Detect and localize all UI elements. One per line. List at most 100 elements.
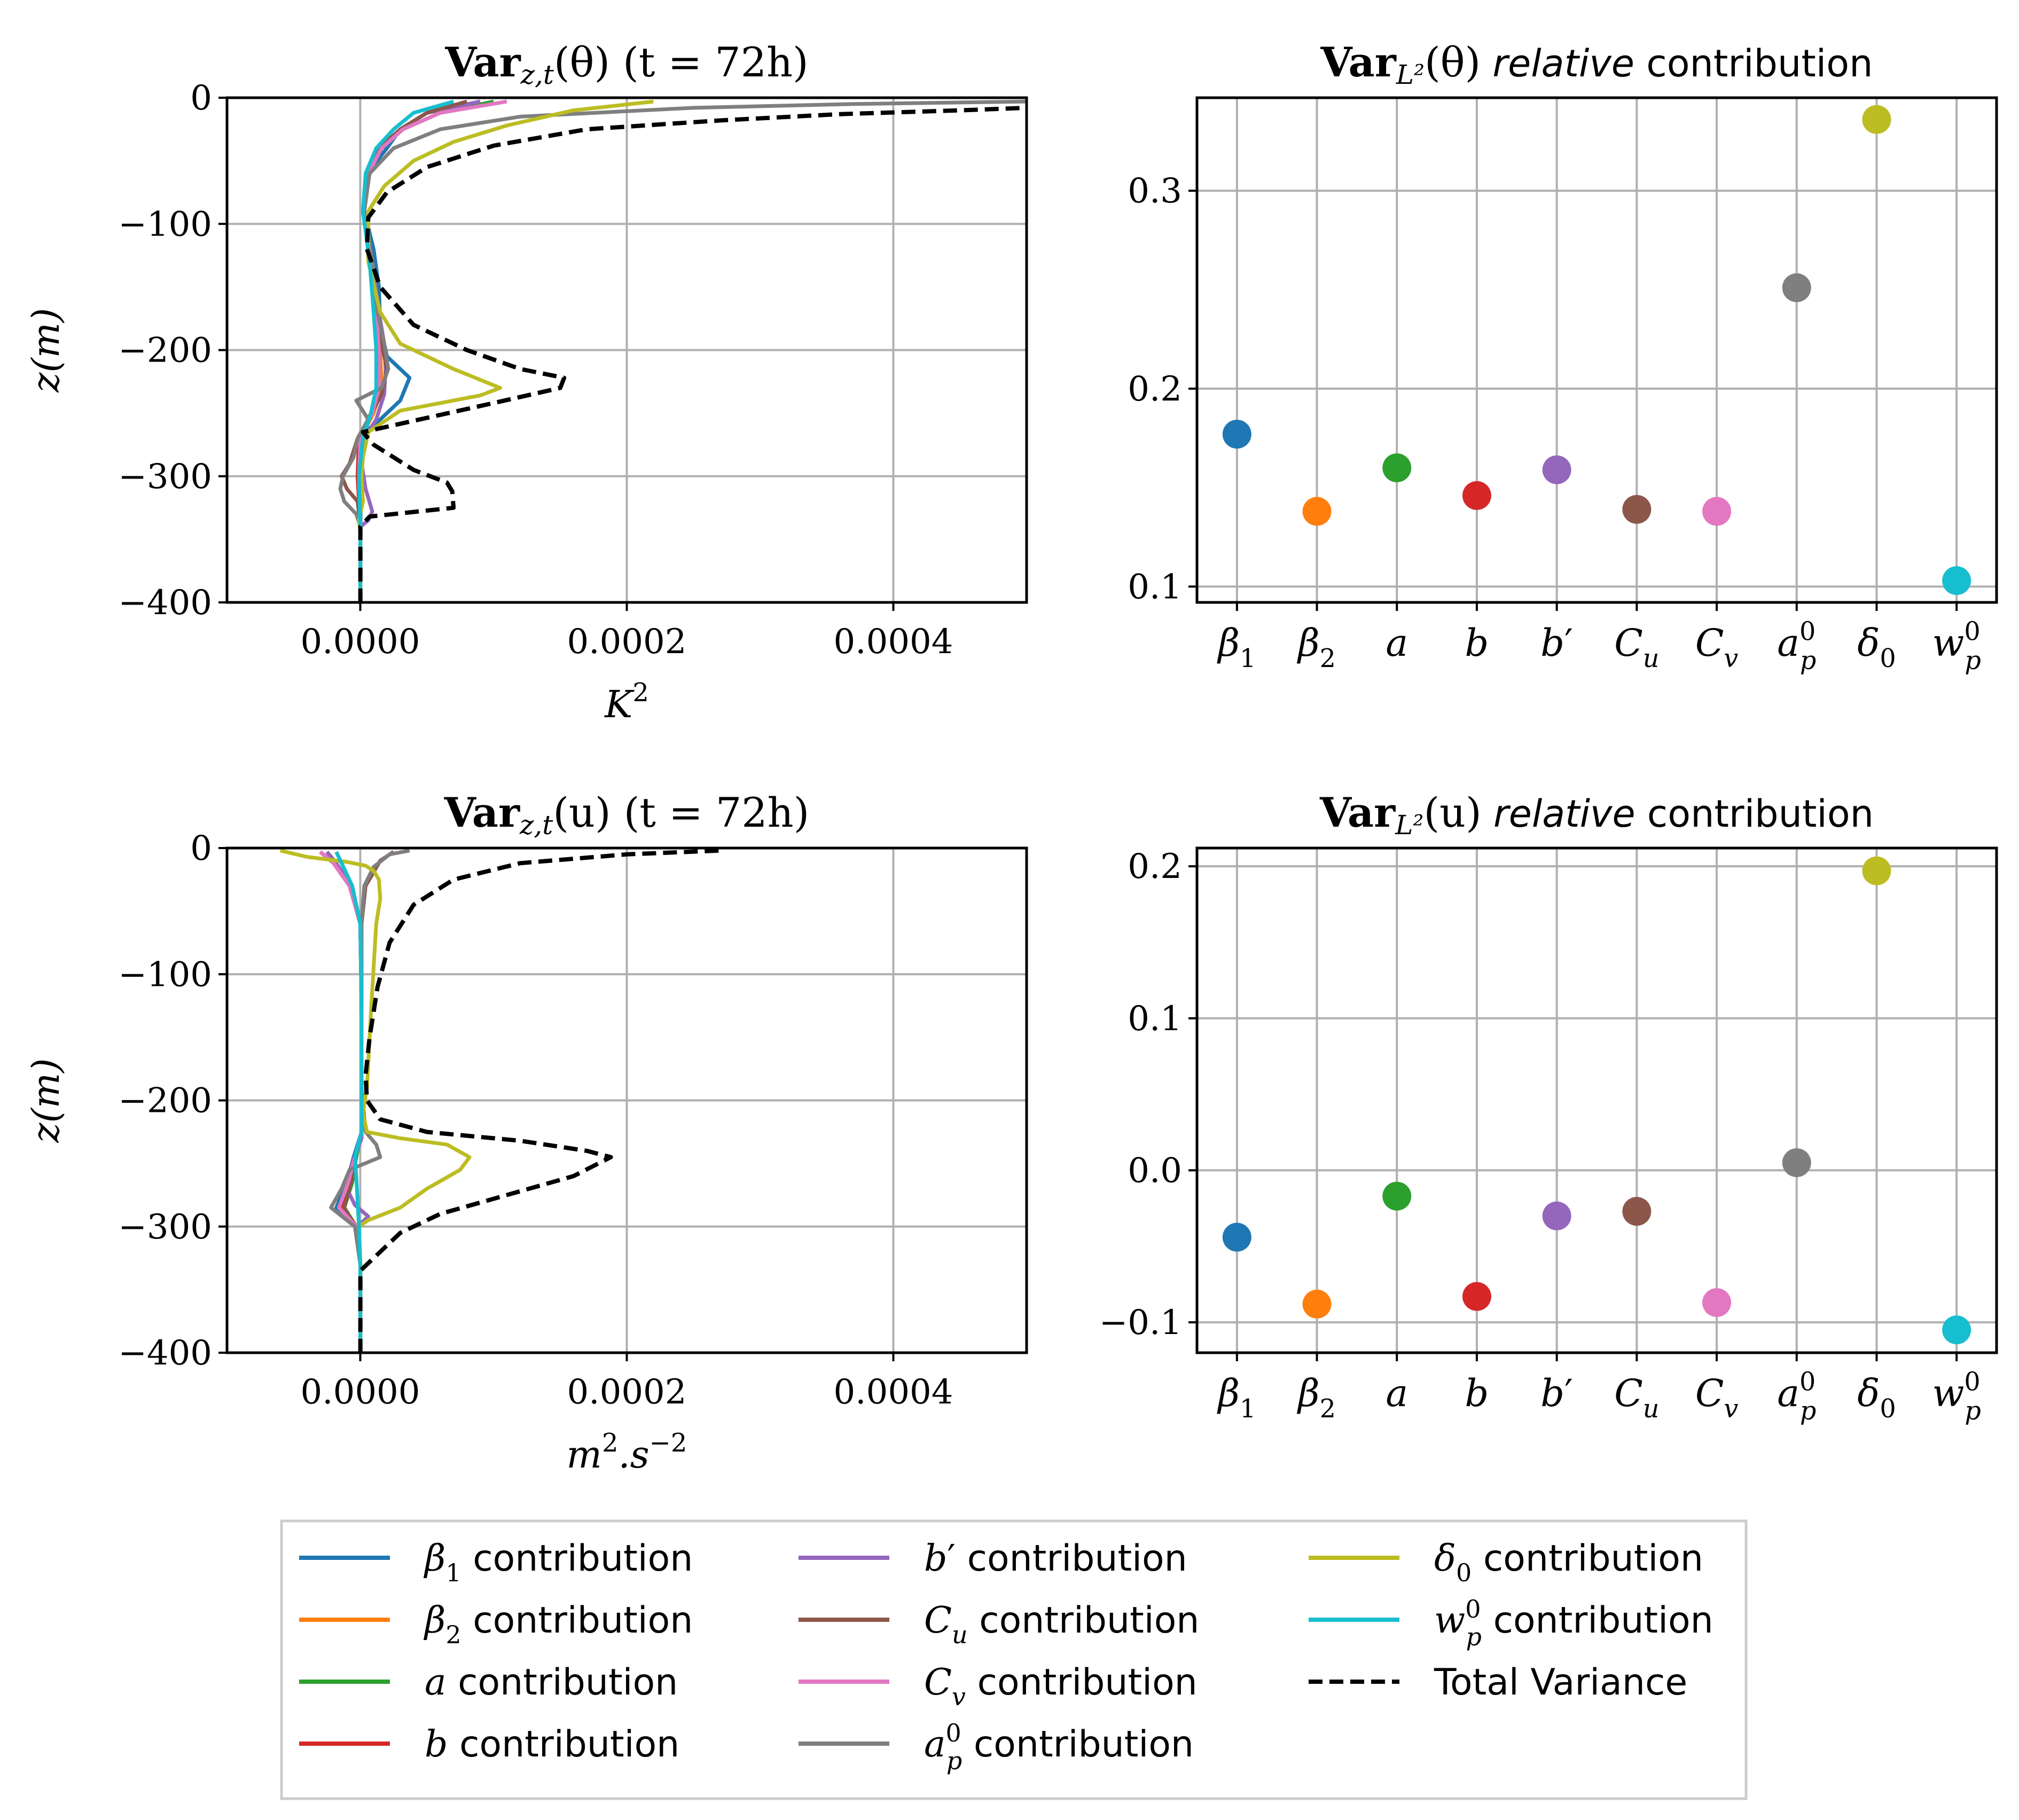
x-tick-label: b′ — [1540, 621, 1573, 665]
point-a — [1382, 1181, 1412, 1211]
x-tick-label: a — [1386, 621, 1408, 665]
u-relative-contribution-panel: β1 β2 a b b′ Cu Cv a0 p δ0 w0 p −0.1 0.0 0.1 0.2 VarL²(u… — [1099, 789, 1998, 1426]
legend-label-ap0: a0 p contribution — [924, 1719, 1194, 1775]
x-tick-label: a0 p — [1777, 617, 1816, 676]
point-beta2 — [1302, 497, 1332, 526]
legend-label-Cu: Cu contribution — [924, 1599, 1199, 1649]
x-tick-label: 0.0002 — [567, 1372, 687, 1412]
x-tick-label: 0.0004 — [834, 1372, 953, 1412]
chart-title: Varz,t(u) (t = 72h) — [444, 789, 810, 841]
x-tick-label: Cu — [1614, 1371, 1659, 1424]
y-tick-label: −400 — [118, 1333, 212, 1373]
u-variance-profile-panel: 0.0000 0.0002 0.0004 0 −100 −200 −300 −400 m2.s−… — [24, 789, 1028, 1477]
y-tick-label: 0.2 — [1128, 370, 1182, 409]
x-axis-label: m2.s−2 — [567, 1428, 687, 1477]
legend-label-bprime: b′ contribution — [924, 1537, 1187, 1580]
point-bprime — [1542, 455, 1571, 484]
y-tick-label: −300 — [118, 1207, 212, 1247]
x-tick-label: δ0 — [1857, 1371, 1896, 1424]
y-tick-label: −300 — [118, 457, 212, 497]
legend: β1 contribution β2 contribution a contribu… — [280, 1519, 1748, 1800]
chart-title: Varz,t(θ) (t = 72h) — [444, 38, 808, 90]
y-tick-label: 0 — [190, 829, 212, 868]
x-tick-label: b — [1465, 1371, 1489, 1415]
theta-variance-profile-panel: 0.0000 0.0002 0.0004 0 −100 −200 −300 −400 K2 z(m… — [24, 38, 1028, 726]
series-line-wp0 — [334, 851, 364, 1353]
point-Cv — [1702, 1288, 1732, 1317]
legend-label-beta2: β2 contribution — [423, 1599, 693, 1649]
point-beta2 — [1302, 1289, 1332, 1319]
x-tick-label: β1 — [1216, 1371, 1256, 1424]
x-tick-label: b′ — [1540, 1371, 1573, 1415]
point-beta1 — [1222, 420, 1251, 449]
x-tick-label: δ0 — [1857, 621, 1896, 673]
x-tick-label: a — [1386, 1371, 1408, 1415]
x-tick-label: Cv — [1695, 621, 1739, 673]
point-b — [1462, 481, 1491, 510]
y-tick-label: −100 — [118, 955, 212, 994]
series-line-total — [358, 848, 721, 1353]
series-line-wp0 — [357, 99, 455, 602]
legend-frame — [280, 1519, 1748, 1800]
series-lines — [279, 848, 721, 1353]
x-tick-label: a0 p — [1777, 1368, 1816, 1426]
series-line-beta2 — [319, 850, 364, 1353]
x-axis-label: K2 — [604, 678, 649, 726]
series-line-delta0 — [357, 99, 654, 602]
y-tick-label: −0.1 — [1099, 1303, 1182, 1343]
y-tick-label: −200 — [118, 1081, 212, 1121]
series-line-delta0 — [279, 849, 472, 1353]
x-tick-label: Cv — [1695, 1371, 1739, 1424]
y-tick-label: −400 — [118, 583, 212, 623]
legend-label-b: b contribution — [425, 1723, 679, 1766]
x-tick-label: b — [1465, 621, 1489, 665]
series-line-a — [325, 850, 364, 1353]
x-tick-label: w0 p — [1932, 617, 1981, 676]
chart-title: VarL²(θ) relative contribution — [1320, 38, 1873, 90]
series-line-beta1 — [319, 850, 364, 1353]
legend-label-total: Total Variance — [1434, 1661, 1687, 1704]
legend-label-a: a contribution — [425, 1661, 678, 1704]
y-tick-label: 0.1 — [1128, 567, 1182, 607]
series-line-ap0 — [329, 849, 410, 1353]
point-wp0 — [1942, 1315, 1971, 1345]
y-tick-label: 0.1 — [1128, 999, 1182, 1039]
legend-label-wp0: w0 p contribution — [1434, 1595, 1713, 1651]
point-beta1 — [1222, 1222, 1251, 1252]
axes-frame — [1195, 96, 1998, 604]
x-tick-label: β1 — [1216, 621, 1256, 673]
chart-title: VarL²(u) relative contribution — [1319, 789, 1874, 841]
series-line-total — [358, 105, 1027, 602]
y-axis-label: z(m) — [24, 308, 68, 393]
legend-label-Cv: Cv contribution — [924, 1661, 1198, 1711]
axes-frame — [1195, 846, 1998, 1354]
series-line-ap0 — [338, 99, 1027, 602]
x-tick-label: w0 p — [1932, 1368, 1981, 1426]
x-tick-label: 0.0000 — [301, 622, 420, 662]
point-bprime — [1542, 1201, 1571, 1230]
series-line-Cv — [319, 850, 364, 1353]
point-a — [1382, 453, 1412, 482]
point-ap0 — [1782, 1148, 1811, 1178]
y-tick-label: 0.3 — [1128, 171, 1182, 211]
legend-label-beta1: β1 contribution — [423, 1537, 693, 1587]
x-tick-label: 0.0004 — [834, 622, 953, 662]
point-wp0 — [1942, 566, 1971, 595]
point-delta0 — [1862, 105, 1891, 134]
x-tick-label: 0.0002 — [567, 622, 687, 662]
series-lines — [338, 99, 1027, 602]
point-b — [1462, 1282, 1491, 1311]
y-tick-label: −200 — [118, 331, 212, 371]
y-tick-label: 0 — [190, 79, 212, 118]
y-tick-label: 0.2 — [1128, 847, 1182, 887]
y-tick-label: −100 — [118, 205, 212, 244]
x-tick-label: β2 — [1296, 1371, 1336, 1424]
point-Cv — [1702, 497, 1732, 526]
point-ap0 — [1782, 273, 1811, 302]
series-line-b — [319, 850, 364, 1353]
point-Cu — [1622, 1197, 1652, 1226]
point-Cu — [1622, 495, 1652, 524]
x-tick-label: Cu — [1614, 621, 1659, 673]
theta-relative-contribution-panel: β1 β2 a b b′ Cu Cv a0 p δ0 w0 p 0.1 0.2 0.3 VarL²(θ) re… — [1128, 38, 1998, 676]
